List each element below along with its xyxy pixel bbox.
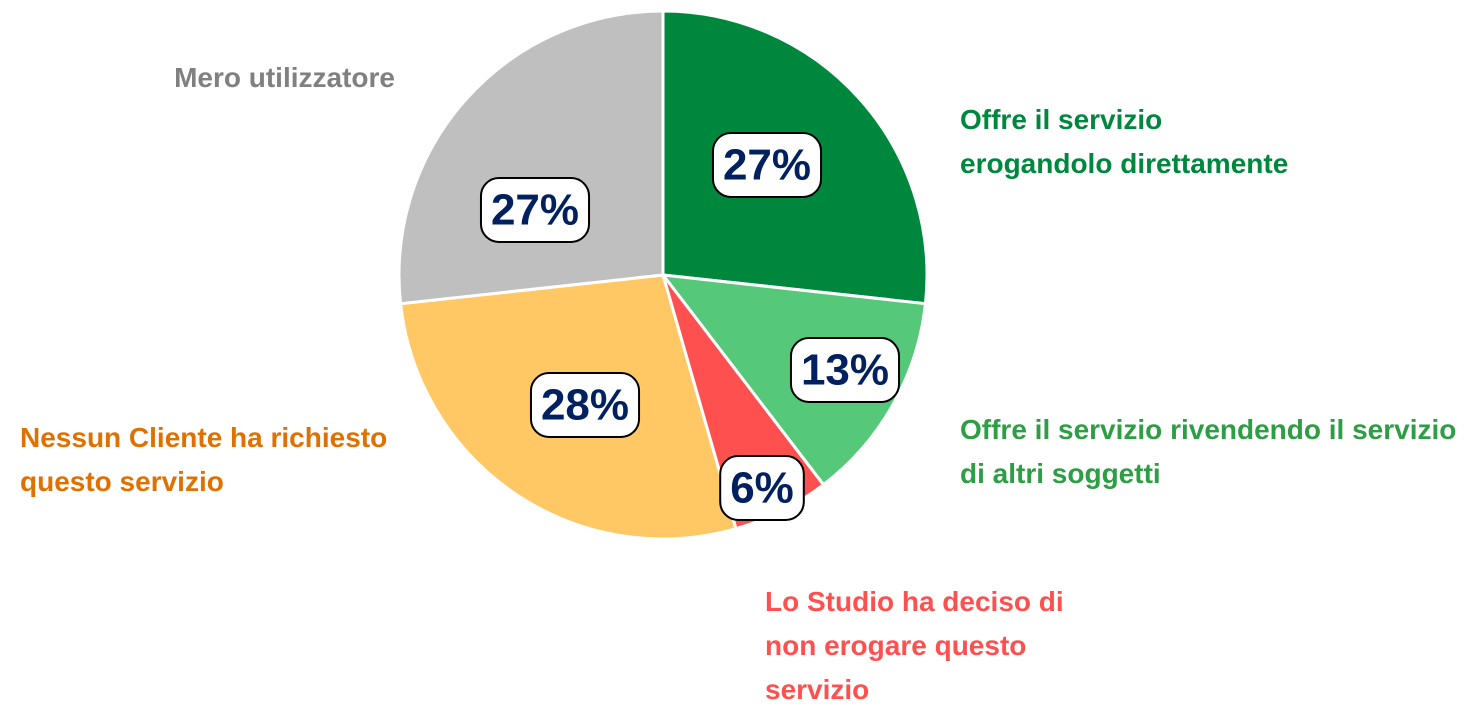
value-label: 6% [730,464,794,513]
value-label: 28% [541,381,629,430]
category-label: Offre il servizio erogandolo direttament… [960,104,1289,179]
value-label: 13% [801,346,889,395]
value-label-box [719,455,805,521]
value-label: 27% [491,186,579,235]
pie-slice [397,9,665,306]
value-label-box [711,132,823,198]
value-label-box [789,337,901,403]
value-label-box [479,177,591,243]
category-label: Lo Studio ha deciso di non erogare quest… [765,586,1064,705]
category-label: Offre il servizio rivendendo il servizio… [960,414,1457,489]
value-label: 27% [723,141,811,190]
value-label-box [529,372,641,438]
category-label: Mero utilizzatore [174,62,395,93]
category-label: Nessun Cliente ha richiesto questo servi… [20,422,388,497]
